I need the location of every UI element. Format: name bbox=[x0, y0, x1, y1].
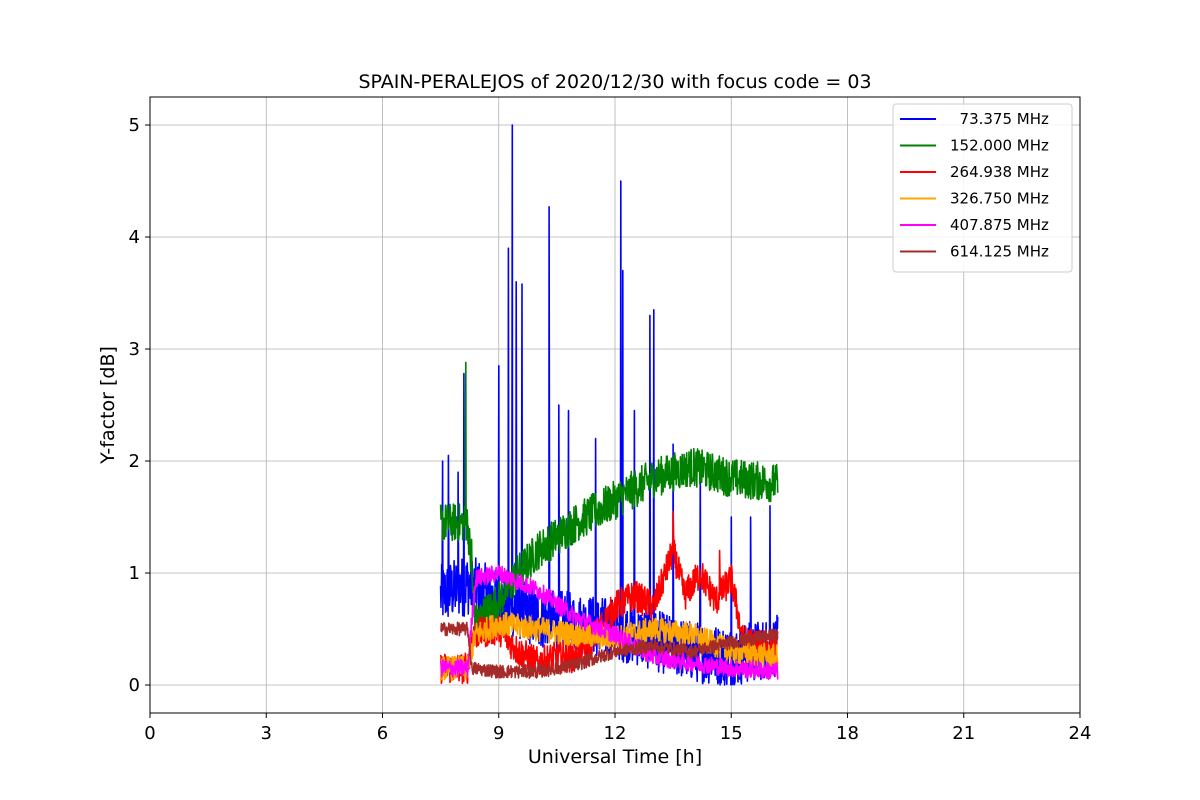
legend-label-2: 264.938 MHz bbox=[950, 163, 1049, 181]
legend-label-3: 326.750 MHz bbox=[950, 190, 1049, 208]
y-tick-label: 2 bbox=[129, 451, 140, 472]
legend-box bbox=[892, 103, 1073, 273]
legend: 73.375 MHz 152.000 MHz 264.938 MHz 326.750 … bbox=[892, 103, 1073, 273]
y-tick-label: 1 bbox=[129, 563, 140, 584]
legend-label-1: 152.000 MHz bbox=[950, 137, 1049, 155]
x-tick-label: 6 bbox=[377, 723, 388, 744]
x-tick-label: 9 bbox=[493, 723, 504, 744]
x-tick-label: 18 bbox=[836, 723, 859, 744]
series-line-0 bbox=[439, 124, 779, 686]
series-line-4 bbox=[439, 564, 779, 680]
x-tick-label: 24 bbox=[1069, 723, 1092, 744]
x-tick-label: 12 bbox=[604, 723, 627, 744]
series-line-5 bbox=[440, 621, 779, 679]
x-tick-label: 15 bbox=[720, 723, 743, 744]
x-tick-label: 0 bbox=[144, 723, 155, 744]
y-axis-label: Y-factor [dB] bbox=[97, 346, 119, 465]
x-tick-label: 3 bbox=[261, 723, 272, 744]
x-axis-label: Universal Time [h] bbox=[528, 746, 702, 768]
x-tick-label: 21 bbox=[952, 723, 975, 744]
y-tick-label: 4 bbox=[129, 227, 140, 248]
series-line-1 bbox=[439, 361, 779, 636]
series-line-2 bbox=[439, 510, 779, 685]
y-tick-label: 5 bbox=[129, 115, 140, 136]
legend-label-5: 614.125 MHz bbox=[950, 243, 1049, 261]
chart-title: SPAIN-PERALEJOS of 2020/12/30 with focus… bbox=[358, 71, 871, 93]
legend-label-0: 73.375 MHz bbox=[950, 110, 1049, 128]
y-tick-label: 3 bbox=[129, 339, 140, 360]
y-tick-label: 0 bbox=[129, 675, 140, 696]
legend-label-4: 407.875 MHz bbox=[950, 216, 1049, 234]
series-lines bbox=[439, 124, 779, 686]
